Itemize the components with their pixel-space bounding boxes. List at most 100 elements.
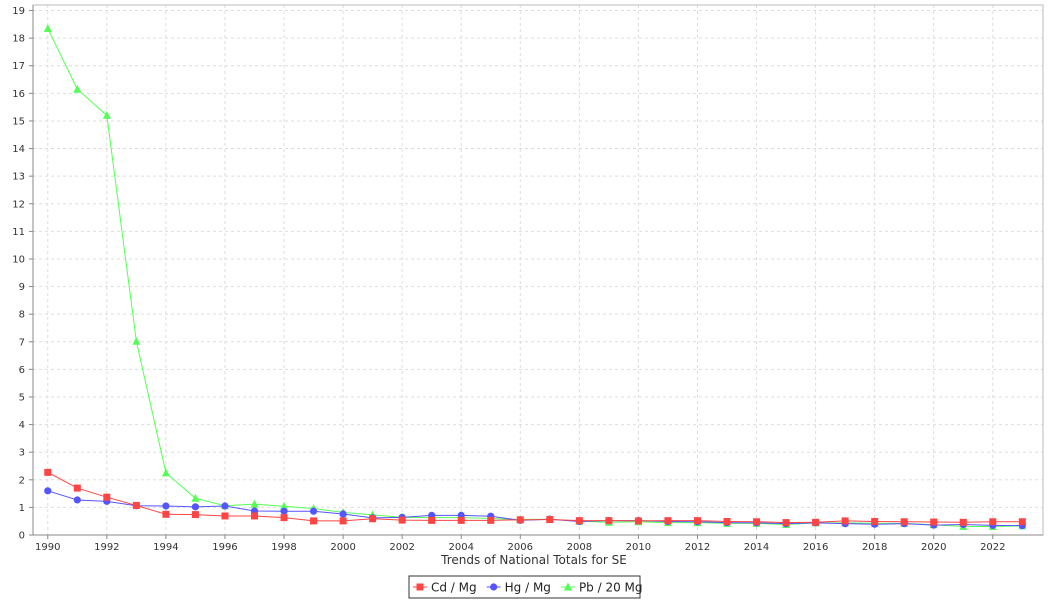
data-point-pb <box>102 110 111 119</box>
data-point-cd <box>693 517 701 525</box>
x-axis-ticks: 1990 1992 1994 1996 1998 2000 2002 2004 2006 2008… <box>35 535 1006 553</box>
y-tick-label: 5 <box>19 392 25 403</box>
data-point-hg <box>191 503 200 511</box>
data-point-pb <box>161 468 170 477</box>
y-tick-label: 6 <box>19 365 25 376</box>
legend-marker-hg <box>490 583 498 591</box>
y-tick-label: 10 <box>12 254 25 265</box>
data-point-cd <box>723 517 731 525</box>
x-tick-label: 2020 <box>921 542 946 553</box>
data-point-cd <box>428 516 436 524</box>
y-tick-label: 1 <box>19 503 25 514</box>
data-point-hg <box>73 496 81 504</box>
data-point-cd <box>73 484 81 492</box>
y-tick-label: 2 <box>19 475 25 486</box>
x-tick-label: 2008 <box>567 542 592 553</box>
legend-marker-cd <box>416 583 424 591</box>
data-point-cd <box>546 516 554 524</box>
y-tick-label: 19 <box>12 6 25 17</box>
data-point-hg <box>162 502 170 510</box>
legend-label-pb: Pb / 20 Mg <box>579 581 643 595</box>
legend-item-hg: Hg / Mg <box>486 581 551 595</box>
data-point-cd <box>900 518 908 526</box>
x-tick-label: 2018 <box>862 542 887 553</box>
x-tick-label: 2002 <box>389 542 414 553</box>
x-tick-label: 2004 <box>448 542 473 553</box>
data-point-hg <box>339 510 347 518</box>
series-line-pb <box>47 28 1023 527</box>
x-tick-label: 2012 <box>685 542 710 553</box>
legend-item-cd: Cd / Mg <box>413 581 477 595</box>
x-tick-label: 2014 <box>744 542 769 553</box>
data-point-pb <box>43 23 52 32</box>
data-point-cd <box>339 517 347 525</box>
data-point-cd <box>191 511 199 519</box>
grid-lines <box>33 5 1043 535</box>
data-point-cd <box>280 514 288 522</box>
legend-marker-pb <box>563 582 572 591</box>
data-point-cd <box>44 468 52 476</box>
legend: Cd / Mg Hg / Mg Pb / 20 Mg <box>408 575 643 599</box>
x-tick-label: 2010 <box>626 542 651 553</box>
x-tick-label: 1996 <box>212 542 237 553</box>
x-tick-label: 1992 <box>94 542 119 553</box>
data-point-cd <box>162 510 170 518</box>
y-tick-label: 11 <box>12 227 25 238</box>
data-point-cd <box>103 493 111 501</box>
data-point-pb <box>280 501 289 510</box>
data-point-hg <box>221 502 229 510</box>
legend-box <box>408 575 641 599</box>
data-point-cd <box>487 516 495 524</box>
data-point-cd <box>605 517 613 525</box>
data-point-cd <box>753 518 761 526</box>
data-point-hg <box>280 507 288 515</box>
x-tick-label: 1998 <box>271 542 296 553</box>
data-point-pb <box>191 493 200 502</box>
data-point-pb <box>250 499 259 508</box>
y-tick-label: 9 <box>19 282 25 293</box>
y-tick-label: 0 <box>19 531 25 542</box>
y-tick-label: 16 <box>12 89 25 100</box>
data-point-pb <box>73 84 82 93</box>
legend-label-hg: Hg / Mg <box>505 581 551 595</box>
axes <box>32 5 1043 536</box>
y-tick-label: 3 <box>19 448 25 459</box>
data-point-hg <box>309 507 318 515</box>
plot-area <box>32 4 1044 536</box>
data-point-pb <box>132 336 141 345</box>
series <box>43 23 1027 530</box>
y-tick-label: 18 <box>12 34 25 45</box>
y-tick-label: 13 <box>12 172 25 183</box>
y-tick-label: 4 <box>19 420 25 431</box>
y-tick-label: 14 <box>12 144 25 155</box>
data-point-cd <box>989 518 997 526</box>
legend-label-cd: Cd / Mg <box>431 581 477 595</box>
data-point-cd <box>457 516 465 524</box>
data-point-cd <box>782 519 790 527</box>
data-point-cd <box>841 517 849 525</box>
data-point-cd <box>575 517 583 525</box>
data-point-cd <box>1018 518 1026 526</box>
data-point-cd <box>634 517 642 525</box>
x-tick-label: 2006 <box>508 542 533 553</box>
y-tick-label: 17 <box>12 61 25 72</box>
data-point-cd <box>812 518 820 526</box>
legend-items: Cd / Mg Hg / Mg Pb / 20 Mg <box>413 581 643 595</box>
y-tick-label: 15 <box>12 116 25 127</box>
data-point-cd <box>250 512 258 520</box>
y-tick-label: 8 <box>19 310 25 321</box>
data-point-cd <box>398 516 406 524</box>
data-point-cd <box>871 517 879 525</box>
x-tick-label: 1994 <box>153 542 178 553</box>
data-point-cd <box>664 517 672 525</box>
data-point-cd <box>930 518 938 526</box>
y-tick-label: 7 <box>19 337 25 348</box>
series-pb <box>43 23 1027 530</box>
data-point-cd <box>369 515 377 523</box>
legend-item-pb: Pb / 20 Mg <box>560 581 643 595</box>
x-tick-label: 2022 <box>980 542 1005 553</box>
data-point-cd <box>310 517 318 525</box>
